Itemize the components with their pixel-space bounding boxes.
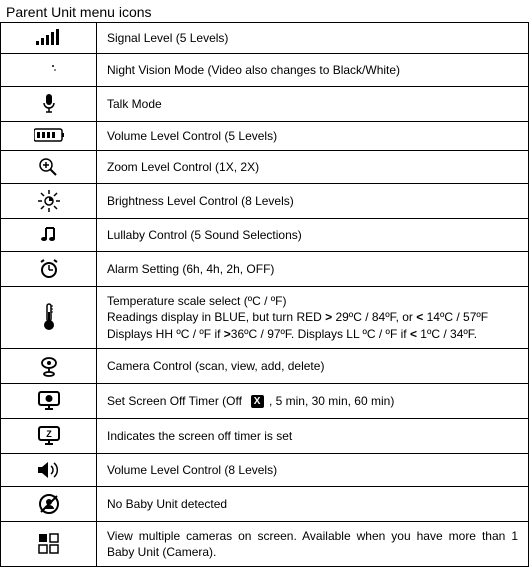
lullaby-icon bbox=[1, 219, 97, 252]
table-row: Volume Level Control (5 Levels) bbox=[1, 122, 529, 151]
alarm-icon bbox=[1, 252, 97, 287]
screen-timer-icon bbox=[1, 383, 97, 418]
zoom-icon bbox=[1, 151, 97, 184]
table-row: Talk Mode bbox=[1, 87, 529, 122]
table-row: Alarm Setting (6h, 4h, 2h, OFF) bbox=[1, 252, 529, 287]
icon-description: Volume Level Control (8 Levels) bbox=[97, 453, 529, 486]
page-title: Parent Unit menu icons bbox=[0, 0, 529, 22]
icon-table: Signal Level (5 Levels)Night Vision Mode… bbox=[0, 22, 529, 567]
icon-description: Indicates the screen off timer is set bbox=[97, 418, 529, 453]
table-row: Brightness Level Control (8 Levels) bbox=[1, 184, 529, 219]
thermometer-icon bbox=[1, 287, 97, 349]
icon-description: Set Screen Off Timer (Off X , 5 min, 30 … bbox=[97, 383, 529, 418]
volume5-icon bbox=[1, 122, 97, 151]
icon-description: Volume Level Control (5 Levels) bbox=[97, 122, 529, 151]
icon-description: Night Vision Mode (Video also changes to… bbox=[97, 54, 529, 87]
icon-description: Talk Mode bbox=[97, 87, 529, 122]
camera-icon bbox=[1, 348, 97, 383]
icon-description: Alarm Setting (6h, 4h, 2h, OFF) bbox=[97, 252, 529, 287]
icon-description: Brightness Level Control (8 Levels) bbox=[97, 184, 529, 219]
no-baby-icon bbox=[1, 486, 97, 521]
icon-description: Lullaby Control (5 Sound Selections) bbox=[97, 219, 529, 252]
icon-description: View multiple cameras on screen. Availab… bbox=[97, 521, 529, 566]
table-row: No Baby Unit detected bbox=[1, 486, 529, 521]
table-row: Signal Level (5 Levels) bbox=[1, 23, 529, 54]
icon-description: Signal Level (5 Levels) bbox=[97, 23, 529, 54]
icon-description: Zoom Level Control (1X, 2X) bbox=[97, 151, 529, 184]
night-vision-icon bbox=[1, 54, 97, 87]
icon-description: Temperature scale select (ºC / ºF)Readin… bbox=[97, 287, 529, 349]
table-row: Z Indicates the screen off timer is set bbox=[1, 418, 529, 453]
signal-icon bbox=[1, 23, 97, 54]
talk-icon bbox=[1, 87, 97, 122]
icon-description: Camera Control (scan, view, add, delete) bbox=[97, 348, 529, 383]
volume8-icon bbox=[1, 453, 97, 486]
table-row: Zoom Level Control (1X, 2X) bbox=[1, 151, 529, 184]
icon-description: No Baby Unit detected bbox=[97, 486, 529, 521]
multi-camera-icon bbox=[1, 521, 97, 566]
brightness-icon bbox=[1, 184, 97, 219]
table-row: Volume Level Control (8 Levels) bbox=[1, 453, 529, 486]
table-row: View multiple cameras on screen. Availab… bbox=[1, 521, 529, 566]
table-row: Set Screen Off Timer (Off X , 5 min, 30 … bbox=[1, 383, 529, 418]
document-root: Parent Unit menu icons Signal Level (5 L… bbox=[0, 0, 529, 567]
svg-text:Z: Z bbox=[46, 429, 52, 439]
table-row: Camera Control (scan, view, add, delete) bbox=[1, 348, 529, 383]
table-row: Lullaby Control (5 Sound Selections) bbox=[1, 219, 529, 252]
table-row: Temperature scale select (ºC / ºF)Readin… bbox=[1, 287, 529, 349]
table-row: Night Vision Mode (Video also changes to… bbox=[1, 54, 529, 87]
screen-timer-set-icon: Z bbox=[1, 418, 97, 453]
